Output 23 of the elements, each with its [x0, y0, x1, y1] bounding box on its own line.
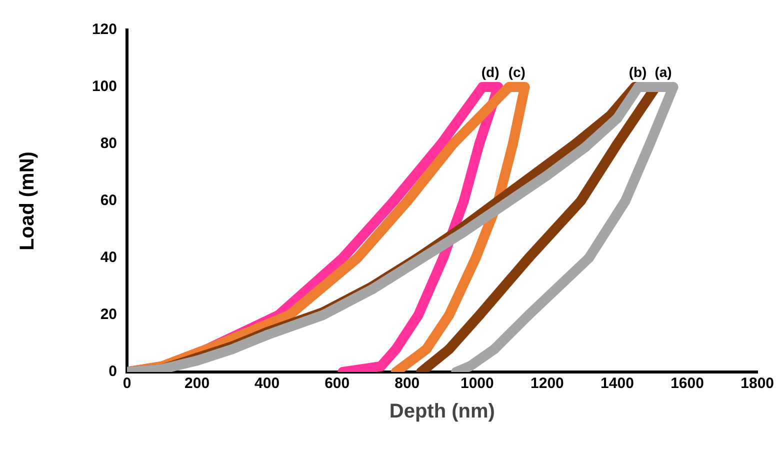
y-tick-label: 40: [100, 249, 117, 266]
x-tick-label: 1800: [740, 375, 774, 392]
y-tick-label: 20: [100, 306, 117, 324]
y-tick-label: 60: [100, 192, 117, 210]
x-tick-label: 0: [122, 375, 132, 392]
series-label: (a): [654, 64, 672, 80]
x-tick-label: 1200: [530, 375, 564, 392]
y-tick-label: 0: [108, 363, 117, 380]
x-tick-label: 1000: [460, 375, 494, 392]
x-axis-title: Depth (nm): [389, 400, 495, 423]
series-label: (c): [508, 64, 526, 80]
y-tick-label: 100: [92, 78, 117, 96]
x-tick-label: 600: [324, 375, 350, 392]
series-label: (d): [481, 64, 500, 80]
series-label: (b): [628, 64, 647, 80]
y-axis-title: Load (mN): [16, 152, 39, 250]
x-tick-label: 1600: [670, 375, 704, 392]
y-tick-label: 80: [100, 135, 117, 152]
x-tick-label: 1400: [600, 375, 634, 392]
x-tick-label: 200: [184, 375, 210, 392]
x-tick-label: 800: [394, 375, 420, 392]
x-tick-label: 400: [254, 375, 280, 392]
y-tick-label: 120: [92, 21, 117, 38]
